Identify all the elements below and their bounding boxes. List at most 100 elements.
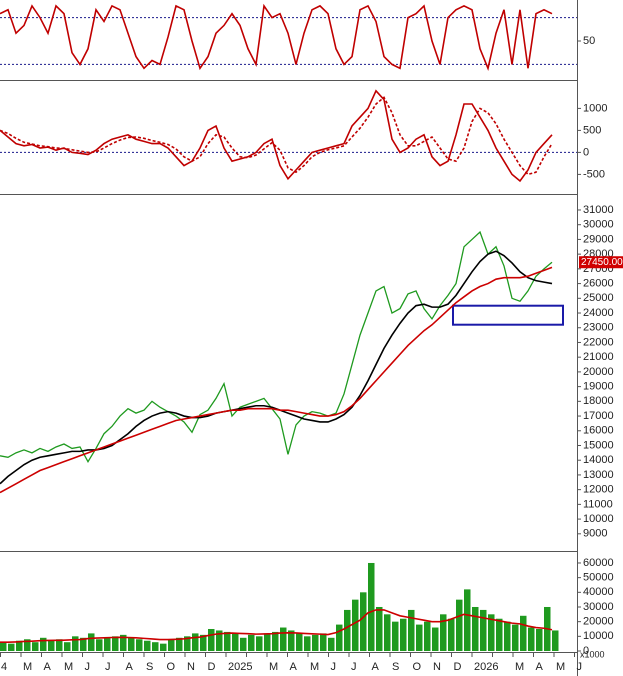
x-tick-label: M [310,661,319,673]
volume-bar [464,589,471,651]
volume-bar [480,609,487,651]
y-tick-label: 26000 [583,277,614,289]
y-tick-label: 25000 [583,292,614,304]
x-tick-label: A [126,661,134,673]
volume-bar [112,636,119,651]
x-tick-label: J [351,661,357,673]
x-tick-label: 4 [1,661,7,673]
volume-bar [72,636,79,651]
y-tick-label: 500 [583,124,601,136]
x-tick-label: 2026 [474,661,498,673]
x-tick-label: D [208,661,216,673]
volume-bar [280,627,287,651]
series-line [0,3,553,71]
x-tick-label: S [146,661,153,673]
y-tick-label: 21000 [583,351,614,363]
volume-bar [40,637,47,651]
volume-bar [216,630,223,651]
volume-bar [136,639,143,651]
volume-bar [328,637,335,651]
volume-bar [376,606,383,651]
y-tick-label: 14000 [583,454,614,466]
volume-bar [432,627,439,651]
y-tick-label: 40000 [583,586,614,598]
x-tick-label: N [187,661,195,673]
y-tick-label: 11000 [583,498,613,510]
volume-bar [152,642,159,651]
x-tick-label: A [536,661,544,673]
volume-bar [528,627,535,651]
y-tick-label: 0 [583,146,589,158]
y-tick-label: 18000 [583,395,614,407]
volume-bar [232,633,239,651]
x-tick-label: M [515,661,524,673]
volume-bar [120,634,127,651]
y-tick-label: 12000 [583,484,614,496]
y-tick-label: 31000 [583,204,614,216]
volume-bar [384,614,391,651]
volume-bar [264,633,271,651]
volume-bar [240,637,247,651]
series-line [0,266,553,494]
volume-bar [392,621,399,651]
x-tick-label: N [433,661,441,673]
volume-bar [224,631,231,651]
volume-bar [520,615,527,651]
volume-bar [472,606,479,651]
volume-bar [128,637,135,651]
y-tick-label: 30000 [583,219,614,231]
series-line [0,230,553,463]
volume-bar [368,562,375,651]
y-tick-label: 50 [583,35,595,47]
y-tick-label: 29000 [583,233,614,245]
y-tick-label: -500 [583,168,605,180]
volume-bar [56,639,63,651]
x-tick-label: O [413,661,422,673]
y-tick-label: 60000 [583,557,614,569]
y-tick-label: 24000 [583,307,614,319]
x-tick-label: D [454,661,462,673]
volume-bar [504,621,511,651]
y-tick-label: 50000 [583,572,614,584]
volume-bar [488,614,495,651]
volume-bar [16,640,23,651]
volume-bar [8,643,15,651]
volume-bar [336,624,343,651]
y-tick-label: 20000 [583,616,614,628]
last-price-box [579,256,623,269]
volume-bar [352,599,359,651]
volume-bar [296,633,303,651]
x-tick-label: A [372,661,380,673]
frame [0,0,578,676]
volume-bar [408,609,415,651]
volume-bar [48,640,55,651]
x-tick-label: M [556,661,565,673]
volume-bar [512,624,519,651]
volume-bar [344,609,351,651]
volume-bar [496,618,503,651]
y-tick-label: 16000 [583,425,614,437]
volume-bar [160,643,167,651]
x-tick-label: M [23,661,32,673]
x-tick-label: M [64,661,73,673]
y-tick-label: 15000 [583,439,614,451]
volume-bar [400,618,407,651]
y-tick-label: 1000 [583,102,607,114]
x-tick-label: J [331,661,337,673]
x-tick-label: 2025 [228,661,252,673]
volume-bar [96,639,103,651]
x-tick-label: A [290,661,298,673]
volume-bar [200,634,207,651]
series-line [0,96,553,176]
volume-bar [168,639,175,651]
volume-bar [360,592,367,651]
y-tick-label: 10000 [583,630,614,642]
volume-bar [184,636,191,651]
volume-bar [424,621,431,651]
y-tick-label: 13000 [583,469,614,481]
y-tick-label: 0 [583,645,589,657]
x-tick-label: J [105,661,111,673]
volume-bar [80,637,87,651]
